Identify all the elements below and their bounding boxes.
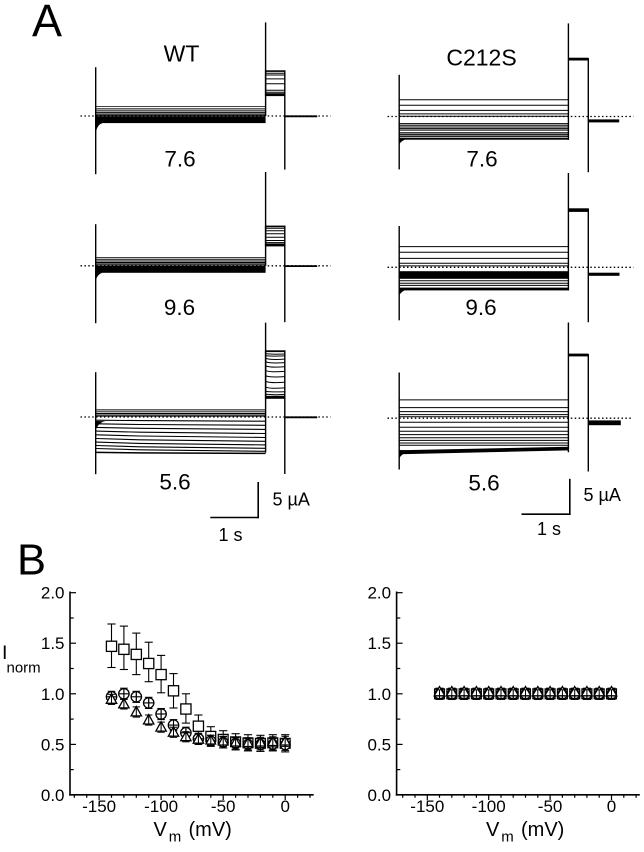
svg-text:V: V [486,819,500,841]
svg-text:0.0: 0.0 [367,786,391,805]
svg-text:-100: -100 [472,797,506,816]
svg-text:-50: -50 [211,797,236,816]
svg-text:1.0: 1.0 [41,685,65,704]
svg-text:-150: -150 [82,797,116,816]
svg-text:C212S: C212S [446,44,516,70]
svg-text:-50: -50 [538,797,563,816]
svg-text:m: m [169,829,182,846]
svg-text:norm: norm [7,660,41,677]
svg-text:1 s: 1 s [537,519,561,539]
svg-text:0.5: 0.5 [367,735,391,754]
svg-text:7.6: 7.6 [164,147,195,172]
svg-text:A: A [32,0,62,46]
svg-text:-100: -100 [144,797,178,816]
svg-text:9.6: 9.6 [164,295,195,320]
svg-text:5.6: 5.6 [159,470,190,495]
svg-text:2.0: 2.0 [41,584,65,603]
svg-text:m: m [501,829,514,846]
svg-text:1.5: 1.5 [367,634,391,653]
svg-text:0: 0 [607,797,616,816]
svg-text:1.0: 1.0 [367,685,391,704]
svg-text:I: I [2,642,7,664]
svg-text:-150: -150 [410,797,444,816]
svg-text:9.6: 9.6 [465,295,496,320]
svg-text:1 s: 1 s [218,525,242,545]
svg-text:5 µA: 5 µA [273,490,310,510]
svg-text:5.6: 5.6 [468,470,499,495]
svg-text:1.5: 1.5 [41,634,65,653]
svg-text:(mV): (mV) [189,819,232,841]
svg-text:5 µA: 5 µA [584,485,621,505]
svg-text:(mV): (mV) [521,819,564,841]
svg-text:7.6: 7.6 [466,147,497,172]
svg-text:0.5: 0.5 [41,735,65,754]
svg-text:0.0: 0.0 [41,786,65,805]
svg-text:0: 0 [280,797,289,816]
svg-text:2.0: 2.0 [367,584,391,603]
svg-text:WT: WT [164,40,200,66]
svg-text:V: V [154,819,168,841]
svg-text:B: B [17,537,46,585]
